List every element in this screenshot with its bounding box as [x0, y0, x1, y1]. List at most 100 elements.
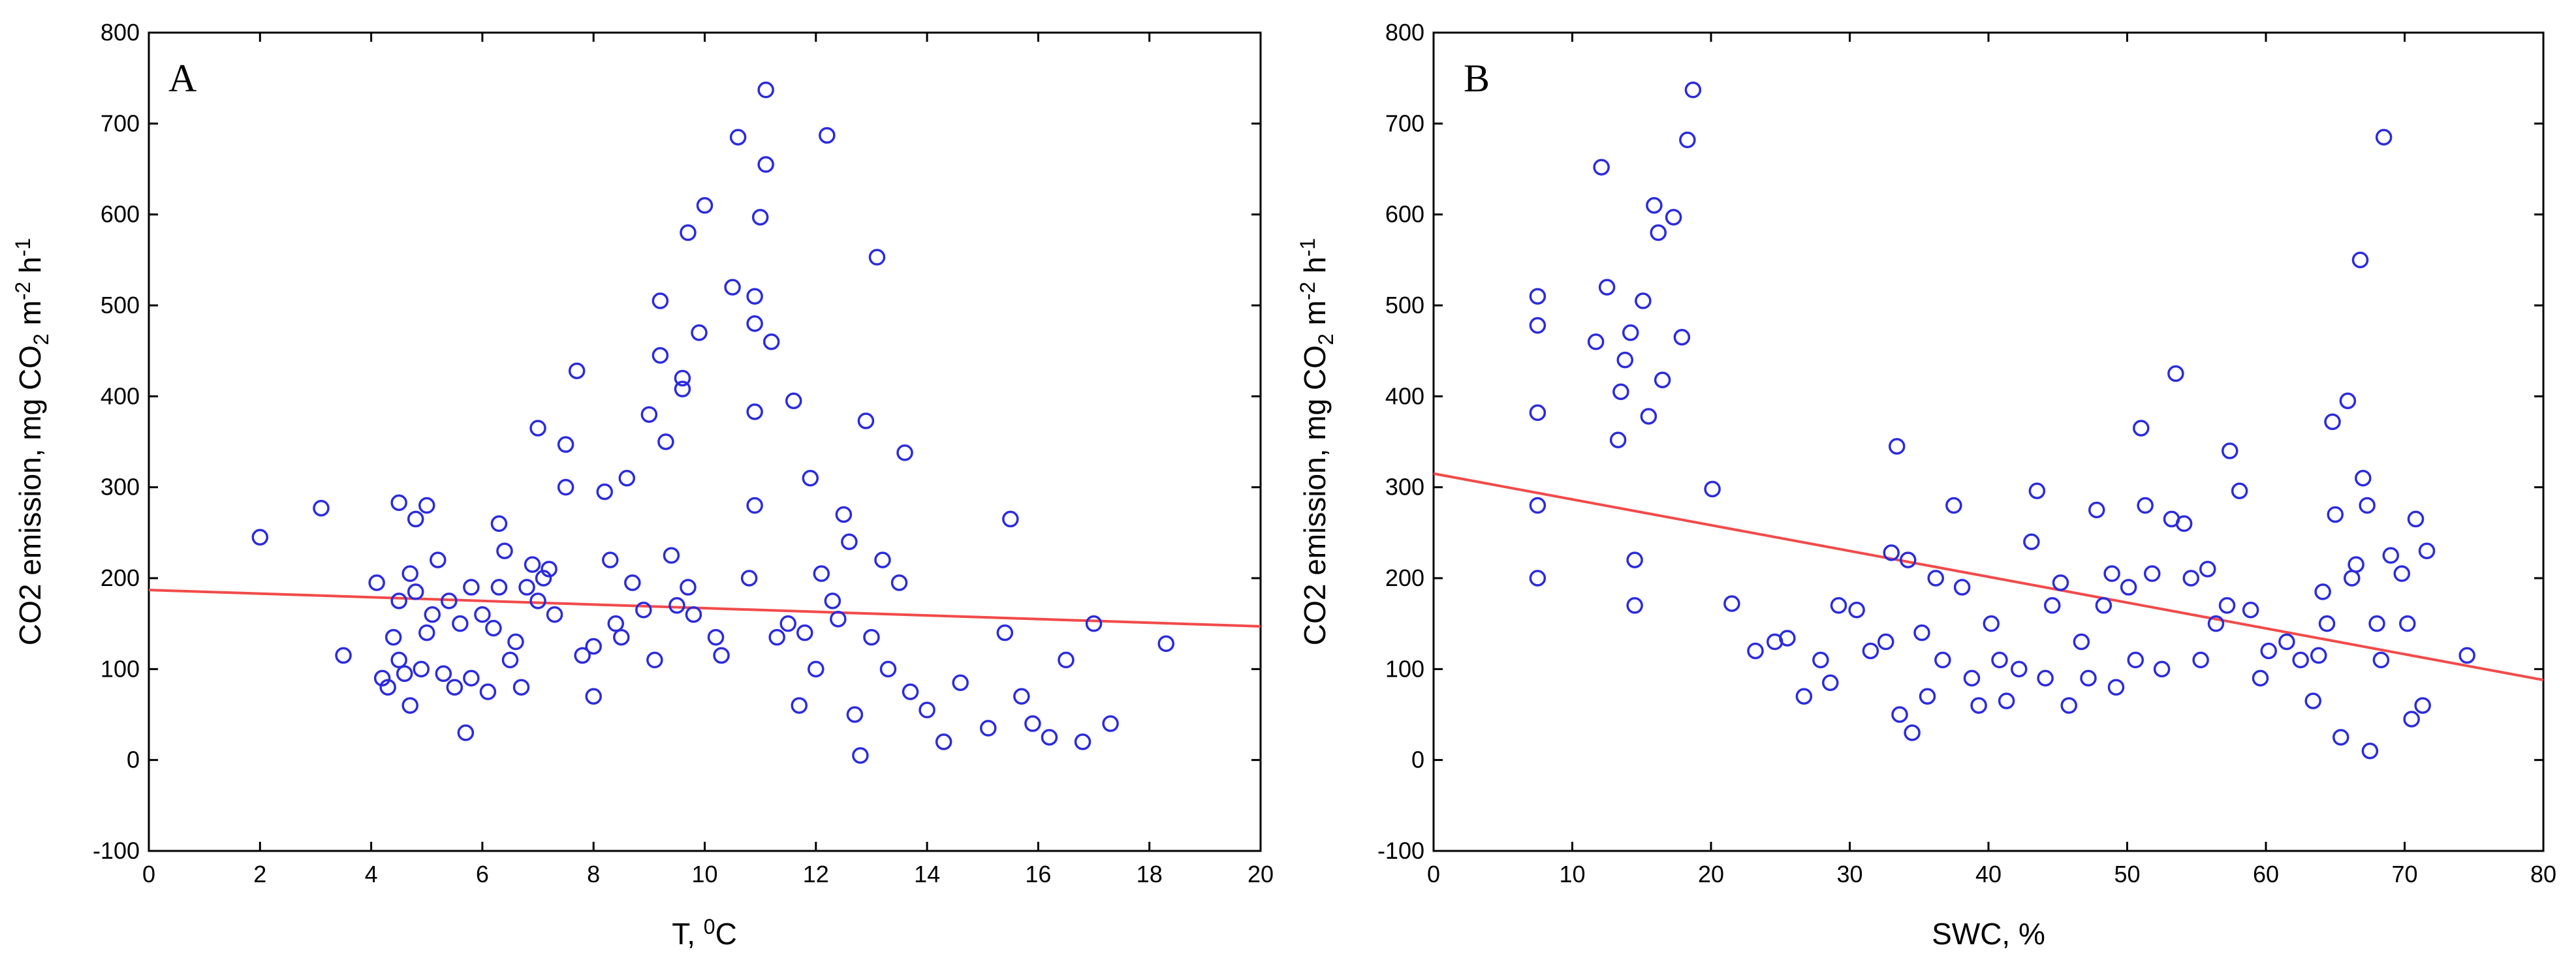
panel-b-data-point — [1822, 674, 1839, 691]
panel-b-data-point — [1650, 224, 1667, 241]
panel-a-regression-line — [148, 589, 1261, 628]
panel-a-data-point — [529, 593, 546, 609]
panel-b-data-point — [1609, 431, 1627, 448]
panel-a-data-point — [902, 683, 919, 700]
panel-a-data-point — [1002, 510, 1019, 528]
panel-a-data-point — [757, 156, 774, 173]
panel-a-xlabel-sup: 0 — [704, 915, 715, 938]
panel-a-data-point — [762, 333, 780, 350]
panel-a-data-point — [401, 565, 418, 582]
panel-a-ylabel-sup1: -2 — [11, 282, 35, 300]
panel-b-data-point — [1529, 570, 1547, 587]
panel-b-y-tick-label: 500 — [1385, 292, 1424, 318]
panel-b-data-point — [1883, 544, 1900, 561]
panel-a-data-point — [585, 688, 602, 705]
panel-b-data-point — [2382, 547, 2399, 564]
panel-a-data-point — [746, 288, 763, 305]
panel-a-data-point — [385, 628, 402, 646]
panel-a-data-point — [485, 619, 502, 637]
panel-b-data-point — [1889, 438, 1906, 455]
panel-a-ylabel-text: CO2 emission, mg CO — [13, 345, 47, 645]
panel-b-data-point — [1529, 288, 1547, 305]
panel-b-data-point — [2175, 515, 2193, 532]
panel-a-data-point — [919, 701, 935, 718]
panel-b-x-tick-label: 30 — [1836, 861, 1862, 887]
panel-a-data-point — [796, 624, 813, 641]
panel-b-data-point — [1654, 371, 1671, 389]
panel-a-y-tick-label: 800 — [101, 19, 140, 46]
panel-a-x-tick-label: 4 — [365, 861, 378, 887]
panel-b-data-point — [1927, 570, 1944, 587]
panel-b-data-point — [1891, 706, 1908, 723]
panel-b-data-point — [2088, 501, 2105, 519]
panel-a-data-point — [746, 315, 763, 332]
panel-a-x-tick-label: 10 — [691, 861, 717, 887]
panel-b-x-axis-title: SWC, % — [1932, 917, 2045, 951]
panel-b-ylabel-end: h — [1298, 256, 1332, 281]
panel-b-ylabel-sup1: -2 — [1296, 282, 1319, 300]
panel-b-data-point — [2372, 651, 2390, 669]
panel-a-data-point — [863, 628, 880, 646]
panel-b-data-point — [2060, 697, 2077, 714]
panel-b-data-point — [1635, 292, 1652, 309]
panel-b-data-point — [2399, 615, 2416, 632]
panel-a-y-axis: -100 0 100 200 300 400 500 600 700 800 — [93, 19, 1261, 864]
panel-b-data-point — [2037, 670, 2054, 687]
panel-a-data-point — [463, 579, 480, 596]
panel-a-data-point — [413, 660, 430, 678]
panel-a-data-point — [1041, 729, 1058, 746]
panel-a-data-point — [396, 665, 413, 683]
panel-a-data-point — [779, 615, 796, 632]
panel-a-data-point — [740, 570, 758, 587]
panel-a-data-point — [557, 436, 574, 453]
panel-a-data-point — [535, 570, 552, 587]
panel-b-data-point — [2344, 570, 2361, 587]
panel-a-data-point — [1157, 635, 1174, 653]
panel-a-data-point — [874, 551, 891, 568]
panel-b-x-tick-label: 0 — [1427, 861, 1440, 887]
panel-a-data-point — [841, 533, 858, 551]
panel-a-data-point — [935, 733, 952, 750]
panel-a-data-point — [680, 224, 697, 241]
panel-a-data-point — [512, 679, 530, 696]
panel-b-data-point — [2418, 542, 2436, 559]
panel-b-plot-frame — [1432, 31, 2545, 852]
panel-b-data-point — [2011, 660, 2028, 678]
panel-b-data-point — [2023, 533, 2040, 551]
panel-b-data-point — [1795, 688, 1813, 705]
panel-a-data-point — [490, 579, 508, 596]
panel-a-data-point — [1013, 688, 1030, 705]
panel-b-data-point — [1900, 551, 1917, 568]
panel-b-x-tick-label: 80 — [2530, 861, 2556, 887]
panel-a-data-point — [751, 209, 769, 226]
panel-b-data-point — [2242, 602, 2259, 619]
panel-a-x-tick-label: 2 — [253, 861, 266, 887]
panel-b-data-point — [2107, 679, 2125, 696]
panel-b-data-point — [2310, 647, 2327, 664]
panel-a-data-point — [813, 565, 830, 582]
panel-b-data-point — [2222, 442, 2238, 459]
panel-b-data-point — [1529, 316, 1547, 334]
panel-b-data-point — [1919, 688, 1936, 705]
panel-b-x-tick-label: 20 — [1698, 861, 1724, 887]
panel-b-data-point — [2137, 497, 2154, 514]
panel-a-data-point — [607, 615, 625, 632]
panel-a-xlabel-text: T, — [672, 917, 704, 951]
panel-a-x-tick-label: 20 — [1248, 861, 1274, 887]
panel-a-data-point — [757, 82, 774, 99]
panel-a-data-point — [980, 720, 997, 737]
panel-b-data-point — [2348, 556, 2364, 573]
panel-a-data-point — [518, 579, 535, 596]
panel-a-data-point — [729, 129, 747, 146]
panel-b-data-point — [2044, 597, 2061, 614]
panel-b-y-tick-label: 600 — [1385, 201, 1424, 228]
panel-a-data-point — [529, 420, 546, 437]
panel-a-data-point — [390, 494, 407, 512]
panel-b-data-point — [2252, 670, 2269, 687]
panel-a-data-point — [707, 628, 725, 646]
panel-a-ylabel-sub: 2 — [29, 333, 53, 345]
panel-b-data-point — [1723, 595, 1740, 612]
panel-a-data-point — [574, 647, 591, 664]
panel-b-data-point — [1983, 615, 2000, 632]
